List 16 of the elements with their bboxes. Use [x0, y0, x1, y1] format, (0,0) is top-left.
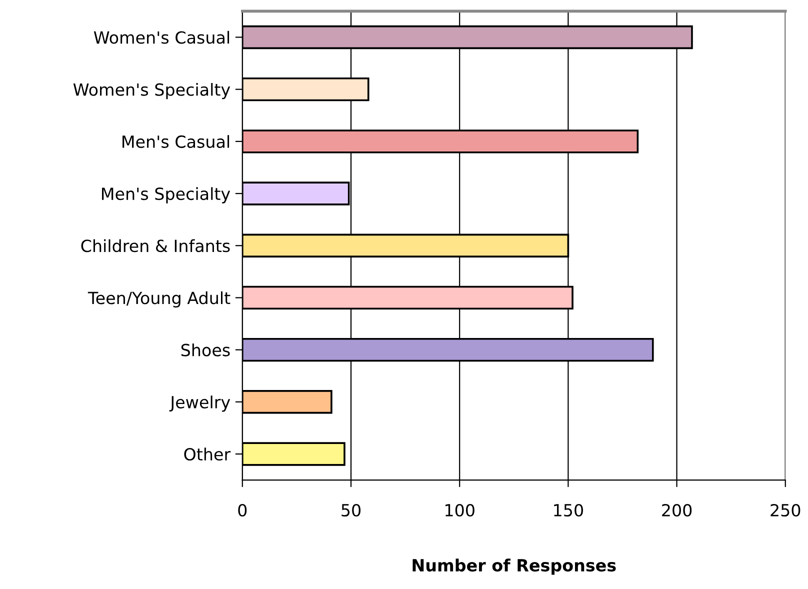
x-tick-label: 50 — [342, 504, 360, 517]
y-tick-label: Women's Casual — [94, 30, 230, 44]
x-tick-label: 150 — [554, 504, 583, 517]
y-tick-label: Teen/Young Adult — [88, 291, 230, 308]
y-tick-label: Men's Specialty — [102, 187, 230, 204]
y-tick-label: Children & Infants — [81, 239, 230, 252]
x-tick-label: 250 — [770, 504, 800, 517]
y-tick-label: Shoes — [181, 343, 230, 356]
y-tick-label: Other — [184, 448, 231, 461]
y-tick-label: Jewelry — [169, 396, 230, 412]
y-tick-label: Men's Casual — [122, 135, 230, 148]
x-tick-label: 200 — [662, 504, 692, 517]
x-axis-title: Number of Responses — [412, 558, 616, 575]
x-tick-label: 100 — [446, 504, 474, 517]
x-tick-label: 0 — [238, 504, 247, 517]
y-tick-label: Women's Specialty — [73, 83, 230, 100]
